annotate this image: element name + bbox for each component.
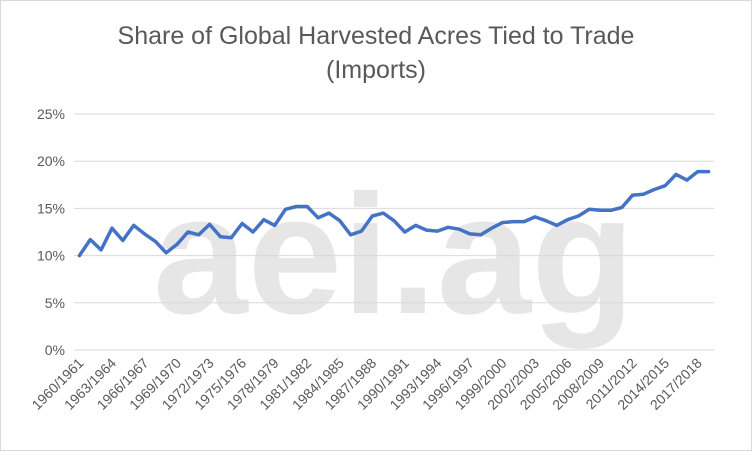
data-point	[251, 230, 255, 234]
data-point	[479, 233, 483, 237]
data-point	[414, 223, 418, 227]
data-point	[229, 236, 233, 240]
data-point	[88, 238, 92, 242]
data-point	[381, 211, 385, 215]
data-point	[555, 223, 559, 227]
data-point	[327, 211, 331, 215]
data-point	[707, 170, 711, 174]
y-tick-label: 5%	[45, 295, 65, 311]
data-point	[544, 219, 548, 223]
data-point	[490, 226, 494, 230]
data-point	[143, 232, 147, 236]
data-point	[533, 215, 537, 219]
data-point	[349, 233, 353, 237]
y-tick-label: 0%	[45, 342, 65, 358]
data-point	[132, 223, 136, 227]
data-point	[620, 205, 624, 209]
y-tick-label: 10%	[37, 248, 65, 264]
data-point	[218, 235, 222, 239]
data-point	[435, 229, 439, 233]
data-point	[240, 222, 244, 226]
data-point	[468, 232, 472, 236]
data-point	[663, 184, 667, 188]
data-point	[305, 205, 309, 209]
y-tick-label: 15%	[37, 200, 65, 216]
data-point	[425, 228, 429, 232]
y-tick-label: 20%	[37, 153, 65, 169]
data-point	[576, 214, 580, 218]
data-point	[164, 251, 168, 255]
data-point	[208, 222, 212, 226]
chart-title: Share of Global Harvested Acres Tied to …	[117, 22, 635, 84]
data-point	[674, 172, 678, 176]
data-point	[696, 170, 700, 174]
data-point	[641, 192, 645, 196]
data-point	[121, 238, 125, 242]
data-point	[403, 230, 407, 234]
data-point	[587, 207, 591, 211]
data-point	[77, 254, 81, 258]
data-point	[500, 221, 504, 225]
x-axis-tick-labels: 1960/19611963/19641966/19671969/19701972…	[28, 355, 705, 413]
data-point	[685, 178, 689, 182]
data-point	[598, 208, 602, 212]
data-point	[370, 214, 374, 218]
data-point	[294, 205, 298, 209]
data-points-layer	[77, 170, 711, 258]
data-point	[262, 218, 266, 222]
gridlines	[74, 113, 714, 351]
data-point	[197, 233, 201, 237]
data-point	[631, 193, 635, 197]
data-point	[273, 223, 277, 227]
y-axis-tick-labels: 0% 5% 10% 15% 20% 25%	[37, 106, 65, 358]
data-point	[153, 239, 157, 243]
data-point	[446, 225, 450, 229]
data-point	[316, 216, 320, 220]
y-tick-label: 25%	[37, 106, 65, 122]
data-point	[338, 219, 342, 223]
data-point	[186, 230, 190, 234]
data-point	[609, 208, 613, 212]
data-point	[566, 218, 570, 222]
data-point	[511, 220, 515, 224]
data-point	[392, 219, 396, 223]
data-point	[99, 248, 103, 252]
data-point	[175, 242, 179, 246]
data-point	[652, 188, 656, 192]
data-point	[522, 220, 526, 224]
data-point	[359, 229, 363, 233]
data-point	[457, 227, 461, 231]
watermark-text: aei.ag	[153, 160, 635, 350]
data-point	[284, 207, 288, 211]
data-point	[110, 226, 114, 230]
